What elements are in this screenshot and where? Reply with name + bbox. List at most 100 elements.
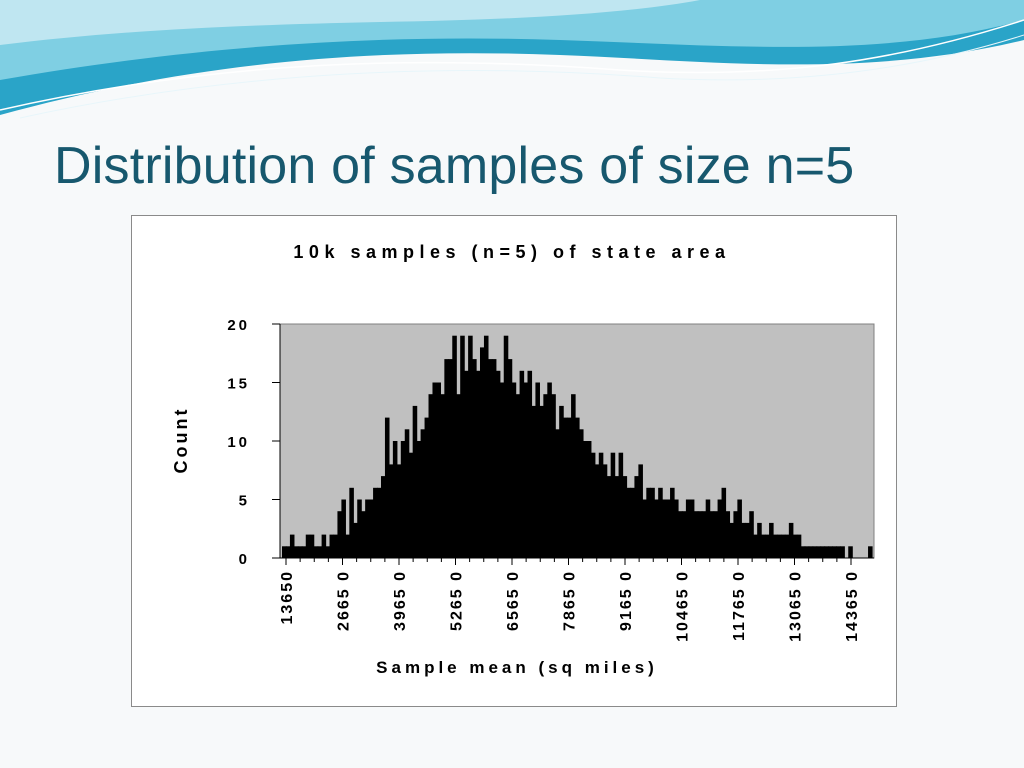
y-axis-ticks: 0 5 10 15 20 xyxy=(227,317,280,568)
histogram-bar xyxy=(670,487,675,558)
histogram-bar xyxy=(551,394,556,558)
wave-line-2 xyxy=(19,34,1024,119)
histogram-bar xyxy=(380,476,386,558)
histogram-bar xyxy=(701,511,707,558)
x-tick-label: 3965 0 xyxy=(392,570,409,631)
histogram-bar xyxy=(693,511,699,558)
histogram-bar xyxy=(638,464,643,558)
x-tick-label: 14365 0 xyxy=(844,570,861,642)
histogram-bar xyxy=(523,382,529,558)
y-tick-label: 20 xyxy=(227,317,250,334)
histogram-bar xyxy=(472,359,477,558)
y-axis-label: Count xyxy=(171,407,191,474)
histogram-bar xyxy=(555,429,560,558)
histogram-bar xyxy=(848,546,853,558)
histogram-bar xyxy=(594,464,600,558)
histogram-bar xyxy=(737,499,742,558)
histogram-bar xyxy=(341,499,346,558)
histogram-bar xyxy=(776,534,782,558)
histogram-bar xyxy=(309,534,315,558)
histogram-bar xyxy=(685,499,691,558)
histogram-bar xyxy=(689,499,695,558)
histogram-bar xyxy=(753,534,758,558)
histogram-bar xyxy=(598,452,604,558)
histogram-bar xyxy=(630,487,636,558)
histogram-bar xyxy=(642,499,647,558)
x-tick-label: 2665 0 xyxy=(336,570,353,631)
x-tick-label: 13065 0 xyxy=(788,570,805,642)
histogram-bar xyxy=(575,417,580,558)
histogram-bar xyxy=(796,534,802,558)
histogram-bar xyxy=(373,487,378,558)
histogram-bar xyxy=(622,476,628,558)
histogram-bar xyxy=(361,511,366,558)
histogram-bar xyxy=(804,546,810,558)
histogram-bar xyxy=(717,499,723,558)
histogram-bar xyxy=(384,417,390,558)
y-tick-label: 15 xyxy=(227,376,250,393)
histogram-bar xyxy=(567,417,572,558)
histogram-bar xyxy=(741,522,746,558)
histogram-bar xyxy=(578,429,584,558)
histogram-bar xyxy=(765,534,770,558)
histogram-bar xyxy=(590,452,596,558)
histogram-bar xyxy=(337,511,342,558)
x-tick-label: 6565 0 xyxy=(505,570,522,631)
histogram-bar xyxy=(444,359,449,558)
histogram-bar xyxy=(614,476,620,558)
histogram-bar xyxy=(792,534,798,558)
histogram-bar xyxy=(416,441,422,558)
histogram-bar xyxy=(800,546,806,558)
histogram-bar xyxy=(757,522,762,558)
histogram-bar xyxy=(349,487,354,558)
histogram-bar xyxy=(440,394,445,558)
histogram-bar xyxy=(769,522,774,558)
histogram-bar xyxy=(392,441,398,558)
histogram-bar xyxy=(483,335,489,558)
histogram-bar xyxy=(812,546,818,558)
histogram-bar xyxy=(586,441,592,558)
histogram-bar xyxy=(709,511,715,558)
histogram-bar xyxy=(662,499,667,558)
histogram-bar xyxy=(507,359,513,558)
histogram-bar xyxy=(353,522,358,558)
histogram-bar xyxy=(836,546,841,558)
histogram-bar xyxy=(412,405,418,558)
histogram-bar xyxy=(824,546,830,558)
histogram-bar xyxy=(725,511,731,558)
histogram-bar xyxy=(476,370,481,558)
histogram-bar xyxy=(511,382,517,558)
histogram-bar xyxy=(840,546,845,558)
decorative-wave-banner xyxy=(0,0,1024,119)
histogram-bar xyxy=(559,405,564,558)
histogram-bar xyxy=(832,546,837,558)
histogram-bar xyxy=(681,511,687,558)
histogram-bar xyxy=(424,417,430,558)
histogram-bar xyxy=(456,394,461,558)
histogram-bar xyxy=(543,394,548,558)
histogram-bar xyxy=(448,359,453,558)
histogram-bar xyxy=(313,546,319,558)
chart-title: 10k samples (n=5) of state area xyxy=(293,242,730,262)
x-tick-label: 9165 0 xyxy=(618,570,635,631)
histogram-bar xyxy=(868,546,873,558)
histogram-bar xyxy=(452,335,457,558)
histogram-bar xyxy=(436,382,441,558)
histogram-bar xyxy=(606,476,612,558)
histogram-bar xyxy=(666,499,671,558)
histogram-bar xyxy=(495,370,501,558)
histogram-bar xyxy=(321,534,327,558)
histogram-bar xyxy=(721,487,727,558)
histogram-bar xyxy=(369,499,374,558)
histogram-bar xyxy=(499,382,505,558)
histogram-bar xyxy=(674,499,679,558)
histogram-bar xyxy=(563,417,568,558)
histogram-bar xyxy=(705,499,711,558)
histogram-bar xyxy=(428,394,434,558)
histogram-bar xyxy=(289,534,295,558)
histogram-bar xyxy=(345,534,350,558)
y-tick-label: 5 xyxy=(239,493,250,510)
histogram-bar xyxy=(305,534,311,558)
histogram-bar xyxy=(285,546,291,558)
histogram-bar xyxy=(773,534,778,558)
